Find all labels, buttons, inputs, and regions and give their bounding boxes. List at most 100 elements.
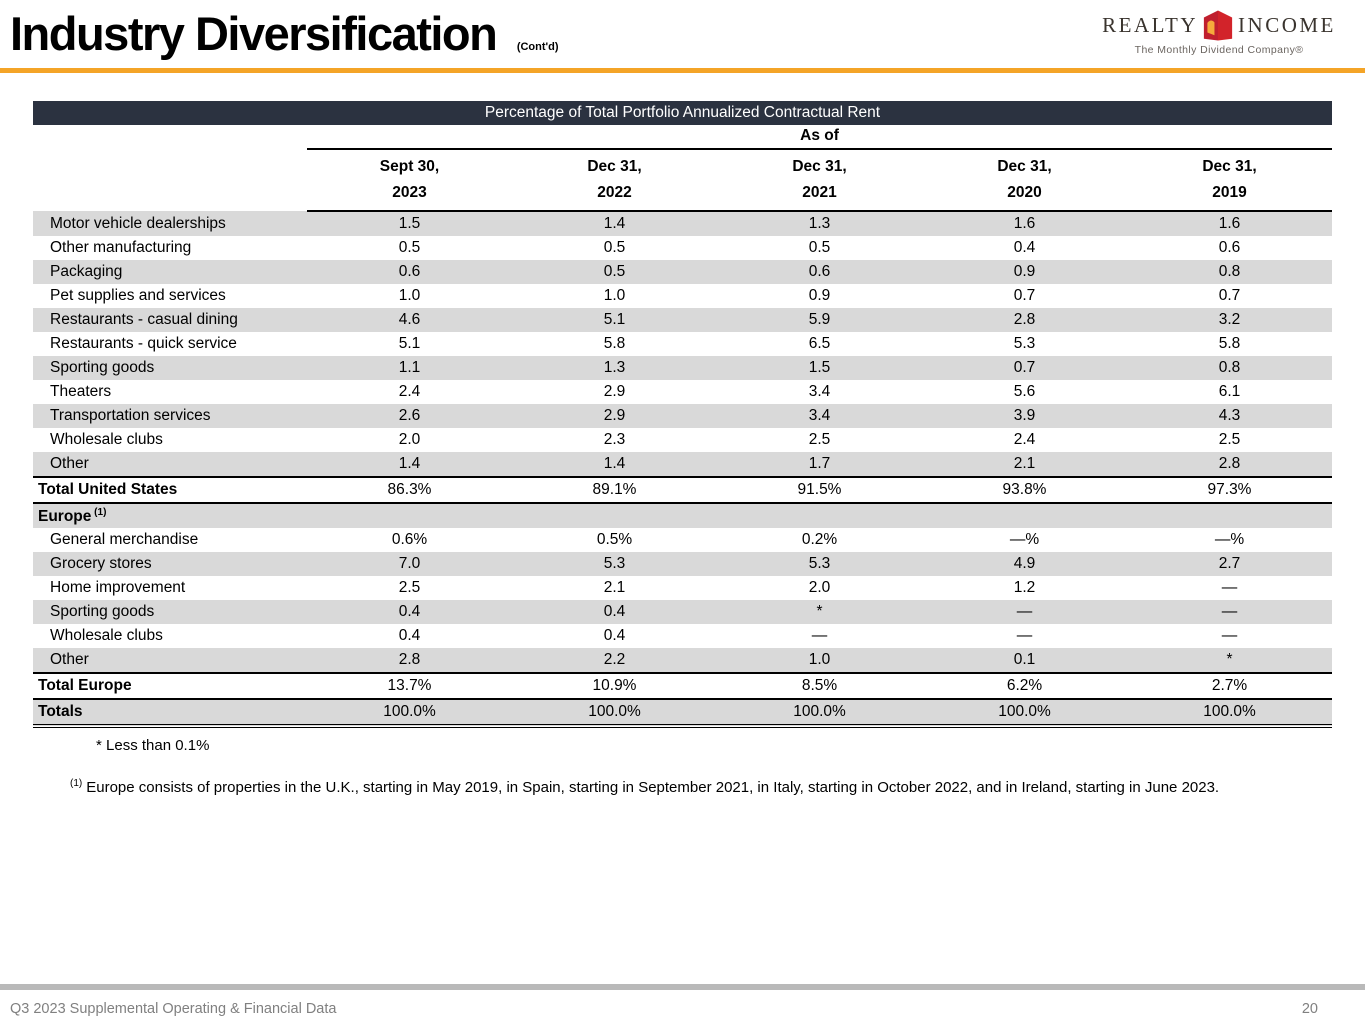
cell-value: 1.0 xyxy=(603,287,626,305)
cell-value: 0.8 xyxy=(1218,263,1241,281)
table-row: Wholesale clubs 0.4 0.4 — — — xyxy=(33,624,1332,648)
cell-value: —% xyxy=(1214,531,1245,549)
cell-value: 89.1% xyxy=(512,476,717,505)
cell-value: 6.1 xyxy=(1218,383,1241,401)
footer-rule xyxy=(0,984,1365,990)
footnote-one-marker: (1) xyxy=(70,778,83,790)
table-section: Percentage of Total Portfolio Annualized… xyxy=(33,101,1332,796)
cell-value: 5.3 xyxy=(603,555,626,573)
cell-value: — xyxy=(811,627,828,645)
cell-value: 7.0 xyxy=(398,555,421,573)
diversification-table: As of Sept 30, 2023 Dec 31, 2022 Dec 31, 20… xyxy=(33,125,1332,729)
page-title: Industry Diversification xyxy=(10,7,498,60)
page-header: Industry Diversification (Cont'd) REALTY… xyxy=(0,0,1365,68)
cell-value: 3.4 xyxy=(808,383,831,401)
logo-tagline: The Monthly Dividend Company® xyxy=(1134,44,1304,56)
table-row: Sporting goods 1.1 1.3 1.5 0.7 0.8 xyxy=(33,356,1332,381)
cell-value: 0.9 xyxy=(808,287,831,305)
table-row: Pet supplies and services 1.0 1.0 0.9 0.7 0.7 xyxy=(33,284,1332,308)
cell-value: 2.7 xyxy=(1218,555,1241,573)
cell-value: 0.9 xyxy=(1013,263,1036,281)
cell-value: 2.0 xyxy=(398,431,421,449)
cell-value: 0.4 xyxy=(398,603,421,621)
cell-value: 2.1 xyxy=(1013,455,1036,473)
table-row: Total United States 86.3% 89.1% 91.5% 93.8% 9… xyxy=(33,476,1332,505)
page-footer: Q3 2023 Supplemental Operating & Financi… xyxy=(10,1001,1318,1017)
row-label: Total United States xyxy=(33,476,307,505)
cell-value: 0.4 xyxy=(603,627,626,645)
cell-value: 1.3 xyxy=(808,215,831,233)
cell-value: 10.9% xyxy=(512,672,717,701)
row-label: Totals xyxy=(33,699,307,729)
table-row: Other manufacturing 0.5 0.5 0.5 0.4 0.6 xyxy=(33,236,1332,260)
as-of-row: As of xyxy=(33,125,1332,150)
cell-value: 8.5% xyxy=(717,672,922,701)
row-label: Restaurants - casual dining xyxy=(50,311,238,329)
row-label: Other xyxy=(50,651,89,669)
table-row: Other 2.8 2.2 1.0 0.1 * xyxy=(33,648,1332,674)
table-head: As of Sept 30, 2023 Dec 31, 2022 Dec 31, 20… xyxy=(33,125,1332,213)
cell-value: 2.6 xyxy=(398,407,421,425)
row-label: Grocery stores xyxy=(50,555,152,573)
cell-value: 2.2 xyxy=(603,651,626,669)
page-number: 20 xyxy=(1301,1001,1318,1017)
cell-value: 100.0% xyxy=(717,699,922,729)
cell-value: 2.4 xyxy=(1013,431,1036,449)
as-of-label: As of xyxy=(307,125,1332,150)
row-label: Restaurants - quick service xyxy=(50,335,237,353)
cell-value: 1.1 xyxy=(398,359,421,377)
cell-value: 1.6 xyxy=(1218,215,1241,233)
cell-value: 1.4 xyxy=(603,455,626,473)
cell-value: 0.1 xyxy=(1013,651,1036,669)
row-label: Motor vehicle dealerships xyxy=(50,214,226,232)
row-label: Other manufacturing xyxy=(50,239,192,257)
table-row: Theaters 2.4 2.9 3.4 5.6 6.1 xyxy=(33,380,1332,404)
cell-value: 2.8 xyxy=(1013,311,1036,329)
cell-value: — xyxy=(1221,579,1238,597)
table-row: Home improvement 2.5 2.1 2.0 1.2 — xyxy=(33,576,1332,600)
cell-value: 2.8 xyxy=(1218,455,1241,473)
cell-value: 91.5% xyxy=(717,476,922,505)
table-row: Restaurants - quick service 5.1 5.8 6.5 5.3 5… xyxy=(33,332,1332,356)
cell-value: 2.8 xyxy=(398,651,421,669)
table-row: Europe (1) xyxy=(33,503,1332,529)
cell-value: 0.5 xyxy=(603,239,626,257)
table-row: Transportation services 2.6 2.9 3.4 3.9 4.3 xyxy=(33,404,1332,429)
row-label: Pet supplies and services xyxy=(50,287,226,305)
cell-value: 6.5 xyxy=(808,335,831,353)
cell-value: — xyxy=(1221,627,1238,645)
footnote-marker: (1) xyxy=(91,506,107,518)
cell-value: 100.0% xyxy=(1127,699,1332,729)
cell-value: 0.5 xyxy=(398,239,421,257)
column-header: Dec 31, 2022 xyxy=(512,149,717,213)
cell-value: 5.8 xyxy=(1218,335,1241,353)
page-title-suffix: (Cont'd) xyxy=(516,41,559,53)
table-row: Totals 100.0% 100.0% 100.0% 100.0% 100.0% xyxy=(33,699,1332,729)
row-label: Transportation services xyxy=(50,407,211,425)
cell-value: 2.7% xyxy=(1127,672,1332,701)
cell-value: 86.3% xyxy=(307,476,512,505)
cell-value: 1.7 xyxy=(808,455,831,473)
row-label: Wholesale clubs xyxy=(50,627,163,645)
cell-value: —% xyxy=(1009,531,1040,549)
cell-value: 1.3 xyxy=(603,359,626,377)
cell-value: 5.1 xyxy=(398,335,421,353)
cell-value: — xyxy=(1016,603,1033,621)
column-header: Sept 30, 2023 xyxy=(307,149,512,213)
cell-value: 1.5 xyxy=(398,215,421,233)
cell-value: 2.4 xyxy=(398,383,421,401)
cell-value: 0.4 xyxy=(1013,239,1036,257)
cell-value: 0.7 xyxy=(1013,359,1036,377)
table-row: Packaging 0.6 0.5 0.6 0.9 0.8 xyxy=(33,260,1332,285)
cell-value: 0.8 xyxy=(1218,359,1241,377)
row-label: Europe (1) xyxy=(38,506,107,525)
cell-value: 1.2 xyxy=(1013,579,1036,597)
table-row: Total Europe 13.7% 10.9% 8.5% 6.2% 2.7% xyxy=(33,672,1332,701)
cell-value: * xyxy=(816,603,823,621)
cell-value: 2.9 xyxy=(603,407,626,425)
cell-value: 3.4 xyxy=(808,407,831,425)
cell-value: 1.0 xyxy=(398,287,421,305)
cell-value: 0.2% xyxy=(801,531,838,549)
footnote-one: (1) Europe consists of properties in the … xyxy=(70,778,1332,796)
cell-value: 2.1 xyxy=(603,579,626,597)
